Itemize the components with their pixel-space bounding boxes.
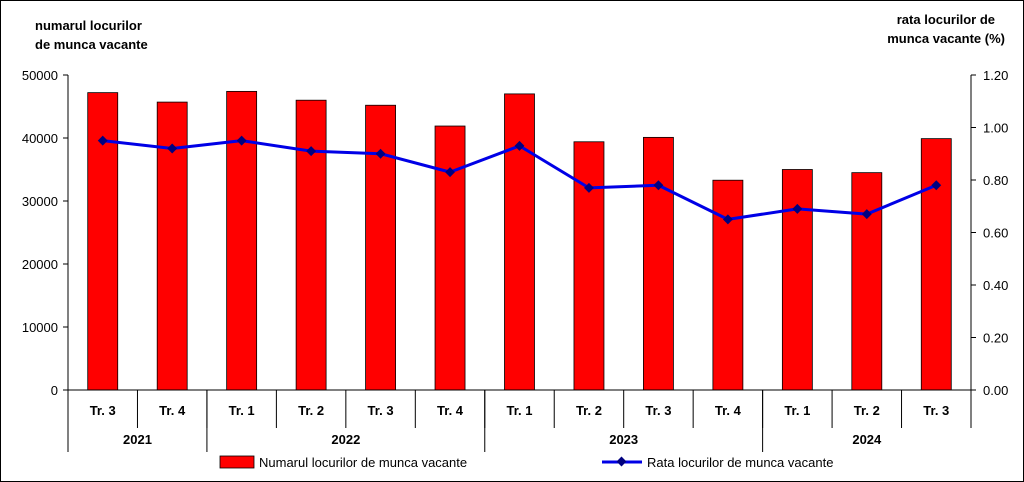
rate-point — [97, 135, 108, 146]
bar — [712, 179, 744, 391]
year-label: 2022 — [331, 432, 360, 447]
category-label: Tr. 1 — [506, 403, 532, 418]
rate-point — [306, 146, 317, 157]
y-left-tick-label: 40000 — [22, 131, 58, 146]
category-label: Tr. 4 — [437, 403, 464, 418]
category-label: Tr. 3 — [923, 403, 949, 418]
category-label: Tr. 1 — [229, 403, 255, 418]
legend-bar-swatch — [219, 455, 255, 469]
y-left-tick-label: 0 — [51, 383, 58, 398]
y-right-tick-label: 0.40 — [983, 278, 1008, 293]
y-right-label-line-1: rata locurilor de — [897, 12, 995, 27]
y-right-tick-label: 0.80 — [983, 173, 1008, 188]
legend-bar-label: Numarul locurilor de munca vacante — [259, 455, 467, 470]
bar — [365, 104, 396, 391]
rate-point — [375, 148, 386, 159]
category-label: Tr. 4 — [159, 403, 186, 418]
y-right-tick-label: 0.60 — [983, 226, 1008, 241]
rate-point — [931, 180, 942, 191]
bar — [781, 169, 813, 391]
category-label: Tr. 3 — [645, 403, 671, 418]
rate-point — [445, 167, 455, 178]
y-left-label-line-1: numarul locurilor — [35, 18, 142, 33]
y-right-tick-label: 0.00 — [983, 383, 1008, 398]
bar — [920, 138, 952, 391]
y-left-tick-label: 20000 — [22, 257, 58, 272]
rate-point — [584, 182, 594, 193]
year-label: 2021 — [123, 432, 152, 447]
bar — [851, 172, 883, 391]
category-label: Tr. 3 — [368, 403, 394, 418]
y-right-tick-label: 1.20 — [983, 68, 1008, 83]
y-right-label-line-2: munca vacante (%) — [887, 31, 1005, 46]
category-label: Tr. 3 — [90, 403, 116, 418]
y-right-tick-label: 0.20 — [983, 331, 1008, 346]
category-label: Tr. 2 — [298, 403, 324, 418]
rate-point — [167, 143, 178, 154]
bar — [295, 99, 327, 391]
bar — [573, 141, 605, 391]
y-right-tick-label: 1.00 — [983, 121, 1008, 136]
y-left-tick-label: 50000 — [22, 68, 58, 83]
category-label: Tr. 2 — [854, 403, 880, 418]
y-left-label-line-2: de munca vacante — [35, 37, 148, 52]
legend-line-label: Rata locurilor de munca vacante — [647, 455, 833, 470]
rate-point — [722, 214, 733, 225]
rate-point — [792, 203, 803, 214]
year-label: 2024 — [852, 432, 882, 447]
year-label: 2023 — [609, 432, 638, 447]
category-label: Tr. 1 — [784, 403, 810, 418]
legend-line-marker — [616, 456, 627, 467]
rate-point — [861, 209, 872, 220]
rate-point — [653, 180, 664, 191]
category-label: Tr. 4 — [715, 403, 742, 418]
rate-point — [514, 140, 525, 151]
bar — [504, 93, 535, 391]
legend: Numarul locurilor de munca vacante Rata … — [219, 455, 833, 470]
y-left-tick-label: 30000 — [22, 194, 58, 209]
category-label: Tr. 2 — [576, 403, 602, 418]
bar — [434, 125, 466, 391]
rate-point — [236, 135, 247, 146]
bar — [643, 136, 674, 391]
y-left-tick-label: 10000 — [22, 320, 58, 335]
